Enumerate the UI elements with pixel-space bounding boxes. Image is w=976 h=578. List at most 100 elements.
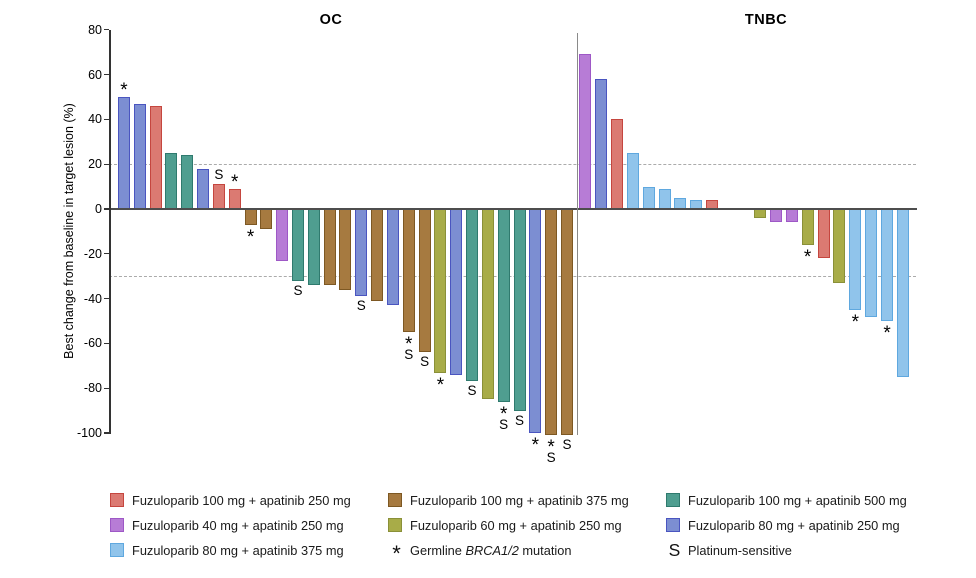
platinum-sensitive-marker: S — [293, 282, 303, 298]
brca-mutation-marker: * — [231, 171, 239, 193]
brca-mutation-marker: * — [851, 311, 859, 333]
bar — [181, 155, 194, 209]
legend-item-label: Fuzuloparib 40 mg + apatinib 250 mg — [132, 517, 344, 533]
platinum-sensitive-marker: S — [562, 437, 572, 453]
legend-swatch — [388, 493, 402, 507]
legend-item-label: Fuzuloparib 80 mg + apatinib 250 mg — [688, 517, 900, 533]
brca-mutation-marker: * — [547, 437, 555, 459]
bar — [149, 105, 162, 209]
platinum-sensitive-marker: S — [546, 450, 556, 466]
zero-baseline — [109, 208, 917, 210]
y-tick-label: -100 — [76, 426, 102, 440]
bar — [260, 209, 273, 230]
y-tick-mark — [104, 432, 109, 434]
y-tick-label: -40 — [83, 291, 102, 306]
legend-item-f100_a250: Fuzuloparib 100 mg + apatinib 250 mg — [110, 492, 351, 508]
legend-swatch — [110, 493, 124, 507]
legend-item-f100_a500: Fuzuloparib 100 mg + apatinib 500 mg — [666, 492, 907, 508]
bar — [529, 209, 542, 433]
bar — [276, 209, 289, 261]
brca-mutation-marker: * — [803, 246, 812, 268]
bar — [897, 209, 909, 377]
y-tick-mark — [104, 163, 109, 165]
y-tick-mark — [104, 73, 109, 76]
bar — [355, 209, 368, 297]
y-tick-label: 20 — [88, 157, 102, 172]
bar — [513, 209, 526, 411]
bar — [865, 209, 878, 317]
brca-mutation-marker: * — [499, 403, 508, 425]
bar — [434, 209, 447, 373]
platinum-sensitive-marker: S — [404, 347, 414, 363]
bar — [545, 209, 558, 436]
y-tick-label: 80 — [88, 22, 102, 37]
legend-item-label: Platinum-sensitive — [688, 542, 792, 558]
bar — [881, 209, 894, 321]
bar — [833, 209, 846, 283]
bar — [386, 209, 399, 306]
bar — [165, 153, 178, 209]
y-tick-mark — [104, 387, 109, 389]
asterisk-symbol: * — [392, 541, 401, 566]
s-symbol: S — [668, 540, 681, 560]
legend-item-label: Fuzuloparib 100 mg + apatinib 375 mg — [410, 492, 629, 508]
y-tick-mark — [104, 253, 109, 255]
bar — [785, 209, 798, 223]
bar — [466, 209, 479, 382]
legend-item-label: Fuzuloparib 100 mg + apatinib 250 mg — [132, 492, 351, 508]
legend-swatch — [666, 493, 680, 507]
bar — [402, 209, 415, 333]
panel-divider-line — [577, 33, 579, 435]
tnbc-panel-title: TNBC — [744, 12, 788, 28]
bar — [674, 197, 687, 209]
legend-item-f100_a375: Fuzuloparib 100 mg + apatinib 375 mg — [388, 492, 629, 508]
bar — [307, 209, 320, 286]
bar — [594, 79, 607, 209]
oc-panel-title: OC — [319, 12, 343, 28]
legend-item-label: Germline BRCA1/2 mutation — [410, 542, 572, 558]
legend-item-f40_a250: Fuzuloparib 40 mg + apatinib 250 mg — [110, 517, 344, 533]
reference-line — [109, 164, 916, 166]
platinum-sensitive-marker: S — [214, 167, 224, 183]
brca-mutation-marker: * — [405, 334, 413, 356]
platinum-sensitive-marker: S — [514, 412, 524, 428]
platinum-sensitive-marker: S — [420, 354, 430, 370]
platinum-sensitive-marker: S — [467, 383, 477, 399]
bar — [801, 209, 814, 245]
y-axis-label: Best change from baseline in target lesi… — [62, 103, 76, 359]
y-tick-label: 40 — [88, 112, 102, 127]
y-tick-label: 0 — [95, 202, 102, 216]
y-tick-mark — [104, 208, 109, 210]
legend-item-f80_a375: Fuzuloparib 80 mg + apatinib 375 mg — [110, 542, 344, 558]
bar — [626, 153, 639, 209]
bar — [371, 209, 384, 301]
bar — [339, 209, 352, 290]
legend-swatch — [110, 518, 124, 532]
bar — [133, 103, 146, 209]
legend-item-brca-mutation: * Germline BRCA1/2 mutation — [388, 541, 572, 566]
bar — [118, 97, 130, 209]
y-tick-mark — [104, 342, 109, 345]
bar — [418, 209, 431, 353]
y-tick-label: -80 — [83, 381, 102, 396]
legend-swatch — [666, 518, 680, 532]
legend-item-f80_a250: Fuzuloparib 80 mg + apatinib 250 mg — [666, 517, 900, 533]
bar — [849, 209, 862, 310]
bar — [244, 209, 257, 225]
legend-swatch — [110, 543, 124, 557]
bar — [560, 209, 573, 436]
platinum-sensitive-marker: S — [356, 298, 366, 314]
bar — [292, 209, 305, 281]
bar — [769, 209, 782, 223]
y-tick-mark — [104, 297, 109, 300]
bar — [658, 188, 671, 209]
y-tick-label: -20 — [83, 246, 102, 261]
bar — [753, 209, 766, 218]
y-tick-label: 60 — [88, 67, 102, 82]
bar — [579, 54, 591, 209]
reference-line — [109, 276, 916, 278]
legend-swatch — [388, 518, 402, 532]
y-tick-mark — [104, 29, 109, 31]
brca-mutation-marker: * — [436, 374, 445, 396]
